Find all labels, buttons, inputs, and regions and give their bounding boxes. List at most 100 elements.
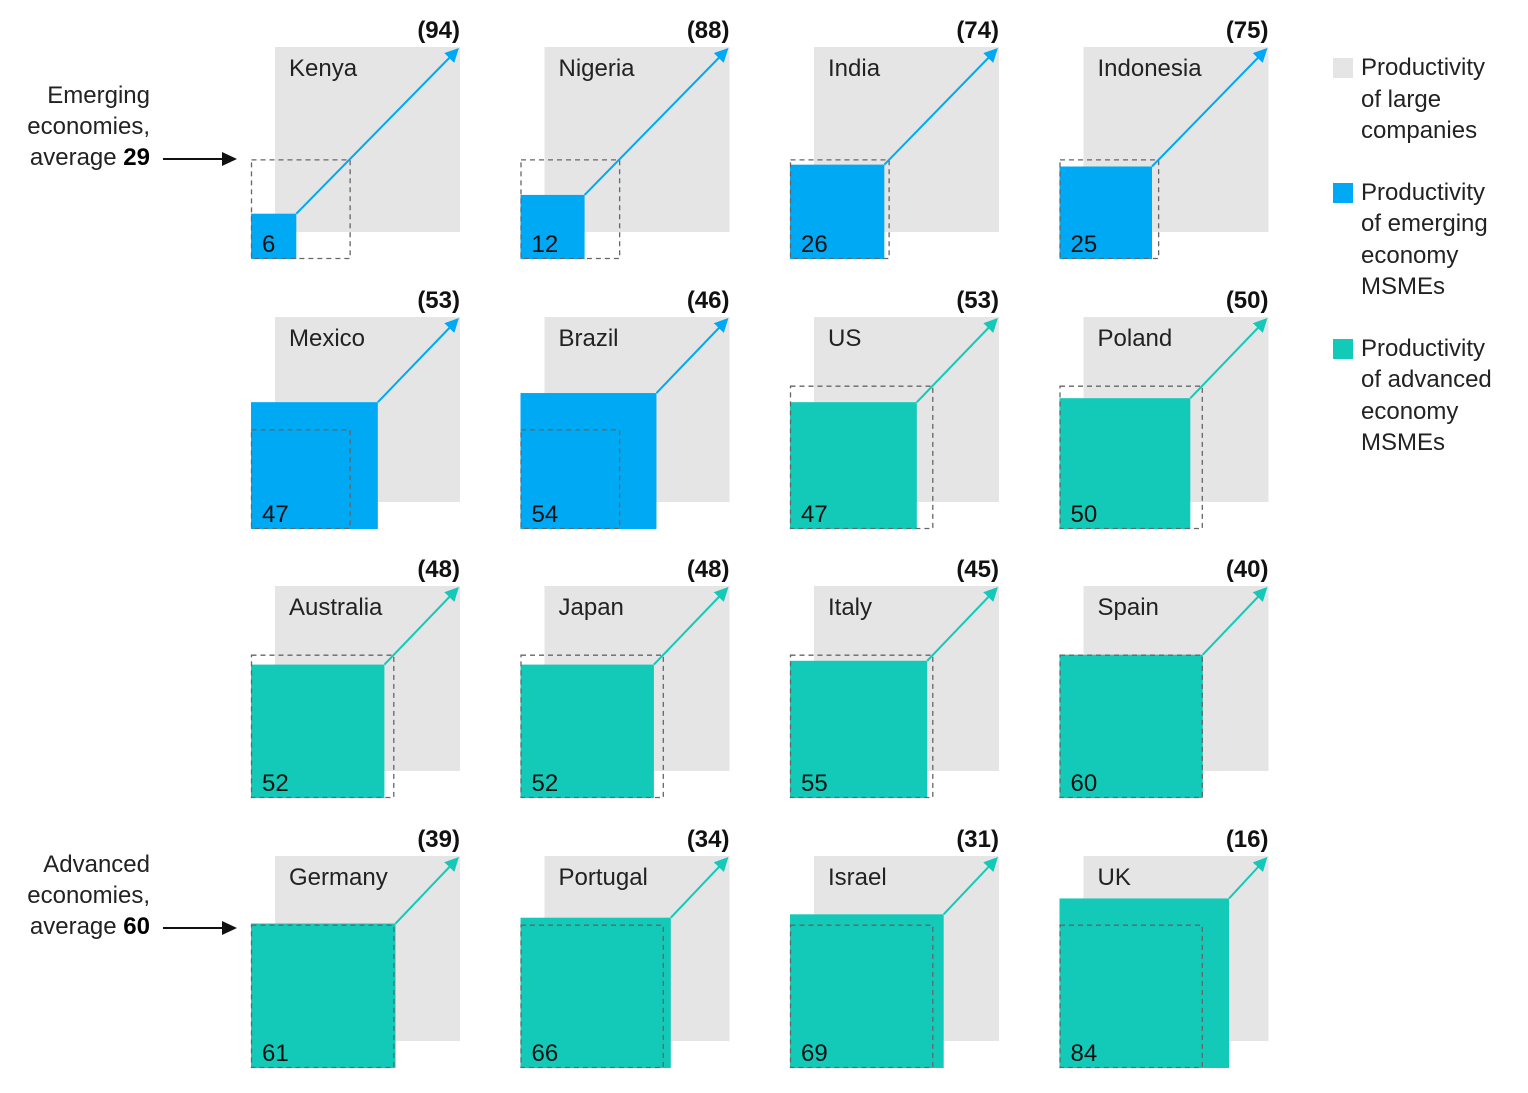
gap-label: (94) — [417, 17, 460, 44]
country-name: Spain — [1098, 594, 1159, 621]
legend-item-emerging-msmes: Productivity of emerging economy MSMEs — [1333, 177, 1523, 303]
msme-square — [1059, 166, 1152, 259]
average-dashed-square — [789, 159, 890, 260]
msme-square — [1059, 398, 1191, 529]
average-dashed-square — [250, 654, 395, 799]
country-name: Germany — [289, 864, 388, 891]
msme-value-label: 54 — [532, 501, 559, 528]
msme-square — [251, 664, 385, 798]
average-dashed-square — [1059, 385, 1203, 530]
country-name: Mexico — [289, 325, 365, 352]
country-name: US — [828, 325, 861, 352]
msme-value-label: 66 — [532, 1040, 559, 1067]
legend-text: of large — [1361, 85, 1442, 113]
gap-arrow — [942, 856, 998, 916]
advanced-label-prefix: average — [29, 913, 124, 940]
gap-label: (31) — [956, 826, 999, 853]
legend-swatch-emerging — [1333, 182, 1353, 203]
msme-value-label: 47 — [801, 501, 828, 528]
gap-arrow — [383, 586, 459, 666]
emerging-label-line2: economies, — [27, 113, 150, 140]
msme-square — [520, 194, 585, 259]
legend-text: economy — [1361, 241, 1459, 269]
emerging-average-arrow-head — [222, 152, 237, 166]
gap-label: (50) — [1226, 287, 1269, 314]
msme-square — [790, 402, 917, 529]
msme-square — [520, 917, 671, 1068]
gap-label: (53) — [956, 287, 999, 314]
legend-text: Productivity — [1361, 54, 1486, 81]
country-name: Indonesia — [1098, 55, 1203, 82]
legend-item-advanced-msmes: Productivity of advanced economy MSMEs — [1333, 333, 1523, 459]
average-dashed-square — [1059, 654, 1203, 799]
gap-label: (34) — [687, 826, 730, 853]
msme-square — [1059, 654, 1203, 798]
advanced-average-value: 60 — [123, 913, 150, 940]
gap-label: (74) — [956, 17, 999, 44]
gap-label: (75) — [1226, 17, 1269, 44]
msme-value-label: 60 — [1071, 770, 1098, 797]
average-dashed-square — [520, 429, 621, 530]
msme-value-label: 84 — [1071, 1040, 1098, 1067]
emerging-average-value: 29 — [123, 144, 150, 171]
average-dashed-square — [789, 924, 934, 1069]
msme-value-label: 26 — [801, 231, 828, 258]
country-name: Australia — [289, 594, 383, 621]
gap-arrow — [1189, 317, 1268, 399]
country-name: Nigeria — [559, 55, 636, 82]
advanced-label-line2: economies, — [27, 882, 150, 909]
msme-value-label: 52 — [532, 770, 559, 797]
advanced-average-arrow-head — [222, 921, 237, 935]
average-dashed-square — [1059, 159, 1160, 260]
country-name: India — [828, 55, 881, 82]
msme-square — [520, 393, 657, 529]
msme-square — [251, 213, 297, 259]
country-name: Israel — [828, 864, 887, 891]
country-name: Kenya — [289, 55, 358, 82]
gap-label: (45) — [956, 556, 999, 583]
gap-arrow — [670, 856, 729, 919]
average-dashed-square — [789, 385, 934, 530]
msme-value-label: 55 — [801, 770, 828, 797]
msme-value-label: 52 — [262, 770, 289, 797]
emerging-label-prefix: average — [29, 144, 124, 171]
gap-arrow — [377, 317, 459, 403]
gap-arrow — [1228, 856, 1268, 900]
gap-arrow — [926, 586, 998, 662]
legend-text: of emerging — [1361, 210, 1488, 237]
country-name: Italy — [828, 594, 872, 621]
gap-arrow — [394, 856, 459, 925]
msme-value-label: 6 — [262, 231, 275, 258]
legend-text: companies — [1361, 117, 1478, 144]
legend-text: economy — [1361, 397, 1459, 425]
advanced-average-label: Advanced economies, average 60 — [8, 849, 150, 942]
msme-value-label: 47 — [262, 501, 289, 528]
average-dashed-square — [250, 159, 351, 260]
gap-arrow — [916, 317, 998, 403]
gap-label: (88) — [687, 17, 730, 44]
legend-swatch-advanced — [1333, 338, 1353, 359]
gap-arrow — [653, 586, 729, 666]
gap-arrow — [1151, 47, 1268, 168]
advanced-label-line1: Advanced — [43, 851, 150, 878]
msme-square — [251, 402, 378, 529]
msme-square — [790, 660, 928, 798]
legend-text: Productivity — [1361, 334, 1486, 362]
emerging-average-label: Emerging economies, average 29 — [8, 80, 150, 173]
msme-value-label: 12 — [532, 231, 559, 258]
average-dashed-square — [250, 924, 395, 1069]
gap-arrow — [655, 317, 729, 394]
legend-text: MSMEs — [1361, 273, 1445, 300]
msme-square — [790, 164, 885, 259]
legend-text: MSMEs — [1361, 429, 1445, 456]
average-dashed-square — [520, 654, 664, 799]
gap-arrow — [583, 47, 729, 196]
legend-item-large-companies: Productivity of large companies — [1333, 52, 1523, 147]
country-name: Poland — [1098, 325, 1173, 352]
country-name: Japan — [559, 594, 624, 621]
gap-label: (40) — [1226, 556, 1269, 583]
average-dashed-square — [250, 429, 351, 530]
average-dashed-square — [520, 924, 664, 1069]
gap-arrow — [1202, 586, 1268, 656]
